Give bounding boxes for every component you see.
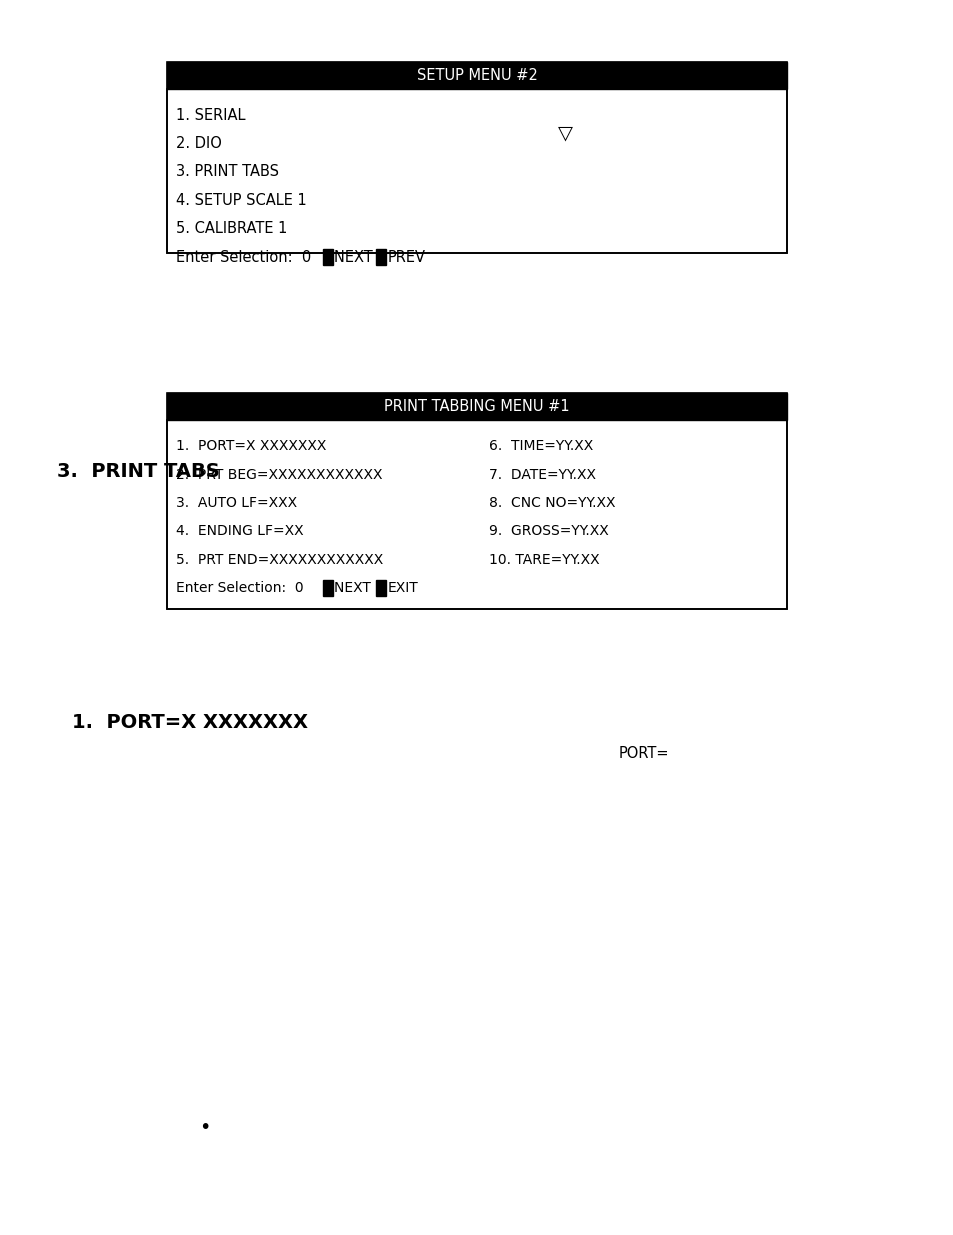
FancyBboxPatch shape	[167, 89, 786, 253]
Text: •: •	[199, 1118, 211, 1137]
Text: 1.  PORT=X XXXXXXX: 1. PORT=X XXXXXXX	[71, 713, 307, 732]
FancyBboxPatch shape	[322, 579, 333, 595]
FancyBboxPatch shape	[167, 420, 786, 609]
Text: 8.  CNC NO=YY.XX: 8. CNC NO=YY.XX	[489, 496, 616, 510]
Text: 4. SETUP SCALE 1: 4. SETUP SCALE 1	[176, 193, 307, 207]
Text: 1. SERIAL: 1. SERIAL	[176, 107, 246, 122]
FancyBboxPatch shape	[167, 393, 786, 420]
Text: 6.  TIME=YY.XX: 6. TIME=YY.XX	[489, 440, 593, 453]
Text: EXIT: EXIT	[387, 582, 417, 595]
Text: PORT=: PORT=	[618, 746, 668, 761]
FancyBboxPatch shape	[375, 248, 386, 264]
FancyBboxPatch shape	[375, 579, 386, 595]
Text: 5.  PRT END=XXXXXXXXXXXX: 5. PRT END=XXXXXXXXXXXX	[176, 553, 383, 567]
Text: Enter Selection:  0: Enter Selection: 0	[176, 582, 313, 595]
Text: 2. DIO: 2. DIO	[176, 136, 222, 151]
Text: NEXT: NEXT	[334, 249, 382, 264]
Text: 2.  PRT BEG=XXXXXXXXXXXX: 2. PRT BEG=XXXXXXXXXXXX	[176, 468, 382, 482]
Text: 4.  ENDING LF=XX: 4. ENDING LF=XX	[176, 525, 304, 538]
Text: 1.  PORT=X XXXXXXX: 1. PORT=X XXXXXXX	[176, 440, 327, 453]
Text: 3. PRINT TABS: 3. PRINT TABS	[176, 164, 279, 179]
FancyBboxPatch shape	[167, 62, 786, 89]
Text: 10. TARE=YY.XX: 10. TARE=YY.XX	[489, 553, 599, 567]
Text: NEXT: NEXT	[334, 582, 379, 595]
Text: 3.  PRINT TABS: 3. PRINT TABS	[57, 462, 220, 482]
Text: 7.  DATE=YY.XX: 7. DATE=YY.XX	[489, 468, 596, 482]
Text: 3.  AUTO LF=XXX: 3. AUTO LF=XXX	[176, 496, 297, 510]
Text: PRINT TABBING MENU #1: PRINT TABBING MENU #1	[384, 399, 569, 414]
Text: 9.  GROSS=YY.XX: 9. GROSS=YY.XX	[489, 525, 609, 538]
FancyBboxPatch shape	[322, 248, 333, 264]
Text: PREV: PREV	[387, 249, 425, 264]
Text: 5. CALIBRATE 1: 5. CALIBRATE 1	[176, 221, 288, 236]
Text: Enter Selection:  0: Enter Selection: 0	[176, 249, 320, 264]
Text: SETUP MENU #2: SETUP MENU #2	[416, 68, 537, 83]
Text: ▽: ▽	[558, 124, 573, 143]
